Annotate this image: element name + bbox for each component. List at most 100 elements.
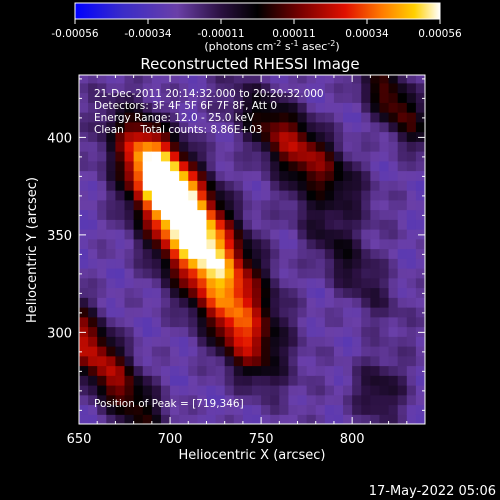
heatmap-cell [106, 219, 116, 229]
heatmap-cell [361, 93, 371, 103]
heatmap-cell [416, 112, 426, 122]
heatmap-cell [370, 414, 380, 424]
heatmap-cell [316, 258, 326, 268]
heatmap-cell [361, 268, 371, 278]
heatmap-cell [261, 161, 271, 171]
heatmap-cell [298, 249, 308, 259]
heatmap-cell [407, 112, 417, 122]
heatmap-cell [398, 307, 408, 317]
heatmap-cell [288, 336, 298, 346]
heatmap-cell [125, 356, 135, 366]
heatmap-cell [389, 180, 399, 190]
heatmap-cell [197, 307, 207, 317]
heatmap-cell [361, 278, 371, 288]
heatmap-cell [270, 171, 280, 181]
heatmap-cell [298, 219, 308, 229]
heatmap-cell [307, 278, 317, 288]
heatmap-cell [188, 190, 198, 200]
heatmap-cell [307, 356, 317, 366]
heatmap-cell [334, 405, 344, 415]
heatmap-cell [261, 385, 271, 395]
heatmap-cell [206, 385, 216, 395]
heatmap-cell [288, 375, 298, 385]
heatmap-cell [288, 268, 298, 278]
heatmap-cell [115, 239, 125, 249]
heatmap-cell [206, 336, 216, 346]
heatmap-cell [197, 317, 207, 327]
heatmap-cell [88, 210, 98, 220]
heatmap-cell [379, 307, 389, 317]
heatmap-cell [115, 229, 125, 239]
heatmap-cell [379, 288, 389, 298]
heatmap-cell [288, 327, 298, 337]
heatmap-cell [216, 219, 226, 229]
heatmap-cell [389, 200, 399, 210]
heatmap-cell [125, 385, 135, 395]
heatmap-cell [398, 102, 408, 112]
heatmap-cell [197, 414, 207, 424]
heatmap-cell [334, 375, 344, 385]
heatmap-cell [134, 317, 144, 327]
heatmap-cell [197, 229, 207, 239]
heatmap-cell [161, 385, 171, 395]
heatmap-cell [416, 356, 426, 366]
heatmap-cell [106, 229, 116, 239]
heatmap-cell [288, 171, 298, 181]
heatmap-cell [379, 297, 389, 307]
heatmap-cell [352, 229, 362, 239]
heatmap-cell [225, 414, 235, 424]
heatmap-cell [88, 385, 98, 395]
heatmap-cell [307, 141, 317, 151]
heatmap-cell [179, 297, 189, 307]
heatmap-cell [143, 356, 153, 366]
heatmap-cell [97, 249, 107, 259]
heatmap-cell [143, 414, 153, 424]
heatmap-cell [361, 385, 371, 395]
heatmap-cell [288, 161, 298, 171]
heatmap-cell [243, 366, 253, 376]
heatmap-cell [343, 327, 353, 337]
colorbar-tick-label: 0.00034 [345, 28, 389, 40]
heatmap-cell [216, 171, 226, 181]
heatmap-cell [407, 102, 417, 112]
heatmap-cell [188, 366, 198, 376]
heatmap-cell [370, 210, 380, 220]
heatmap-cell [243, 141, 253, 151]
heatmap-cell [398, 132, 408, 142]
heatmap-cell [307, 346, 317, 356]
heatmap-cell [398, 356, 408, 366]
heatmap-cell [170, 180, 180, 190]
heatmap-cell [288, 356, 298, 366]
heatmap-cell [270, 161, 280, 171]
heatmap-cell [334, 249, 344, 259]
heatmap-cell [298, 200, 308, 210]
heatmap-cell [316, 297, 326, 307]
heatmap-cell [270, 141, 280, 151]
heatmap-cell [379, 395, 389, 405]
heatmap-cell [398, 151, 408, 161]
heatmap-cell [188, 200, 198, 210]
heatmap-cell [334, 190, 344, 200]
heatmap-cell [352, 356, 362, 366]
heatmap-cell [161, 141, 171, 151]
heatmap-cell [170, 307, 180, 317]
heatmap-cell [270, 414, 280, 424]
heatmap-cell [370, 83, 380, 93]
heatmap-cell [361, 346, 371, 356]
heatmap-cell [325, 288, 335, 298]
heatmap-cell [316, 171, 326, 181]
heatmap-cell [152, 229, 162, 239]
heatmap-cell [206, 151, 216, 161]
heatmap-cell [316, 180, 326, 190]
heatmap-cell [288, 190, 298, 200]
heatmap-cell [261, 210, 271, 220]
heatmap-cell [389, 307, 399, 317]
heatmap-cell [316, 414, 326, 424]
heatmap-cell [379, 102, 389, 112]
heatmap-cell [79, 288, 89, 298]
heatmap-cell [325, 405, 335, 415]
heatmap-cell [343, 210, 353, 220]
heatmap-cell [115, 317, 125, 327]
heatmap-cell [298, 366, 308, 376]
heatmap-cell [125, 317, 135, 327]
